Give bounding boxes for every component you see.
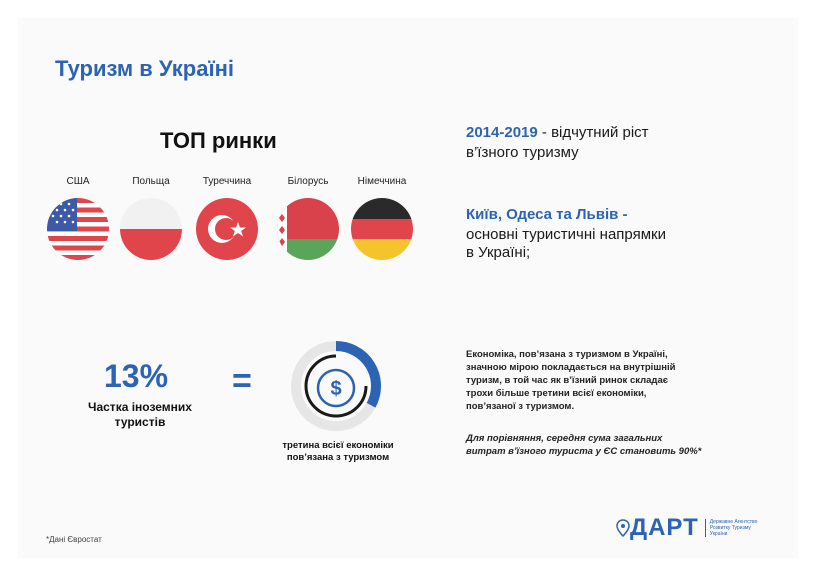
country-label-germany: Німеччина [357, 176, 407, 187]
logo-name: ДАРТ [630, 514, 699, 541]
dart-logo: ДАРТ Державне Агентство Розвитку Туризму… [616, 514, 770, 542]
country-label-poland: Польща [132, 176, 170, 187]
top-markets-heading: ТОП ринки [160, 128, 277, 153]
belarus-flag-icon [277, 198, 339, 260]
economy-note: Економіка, пов’язана з туризмом в Україн… [466, 349, 676, 412]
germany-flag-icon [351, 198, 413, 260]
dollar-coin-icon [316, 368, 356, 408]
equals-sign: = [232, 362, 252, 400]
economy-caption: третина всієї економіки пов’язана з тури… [282, 440, 394, 463]
economy-ring-fill [335, 341, 381, 408]
country-label-turkey: Туреччина [202, 176, 252, 187]
svg-text:$: $ [330, 378, 341, 400]
cities-fact-line3: в Україні; [466, 244, 531, 261]
page-title: Туризм в Україні [55, 56, 235, 81]
comparison-note: Для порівняння, середня сума загальних в… [466, 433, 702, 457]
cities-fact-line1: Київ, Одеса та Львів - [466, 206, 628, 223]
foreign-tourist-label: Частка іноземних туристів [88, 400, 192, 429]
economy-ring-chart: $ [291, 341, 381, 431]
foreign-tourist-percent: 13% [104, 358, 169, 394]
country-label-usa: США [66, 176, 90, 187]
usa-flag-icon [47, 198, 109, 260]
turkey-flag-icon [196, 198, 258, 260]
growth-fact-line1: 2014-2019 - відчутний ріст [466, 124, 649, 141]
cities-fact-line2: основні туристичні напрямки [466, 226, 666, 243]
logo-subtitle: Державне Агентство Розвитку Туризму Укра… [704, 519, 770, 537]
location-pin-icon [616, 519, 630, 537]
growth-fact-line2: в’їзного туризму [466, 144, 579, 161]
country-label-belarus: Білорусь [287, 176, 329, 187]
slide-background [18, 18, 798, 558]
poland-flag-icon [120, 198, 182, 260]
source-footnote: *Дані Євростат [46, 535, 102, 544]
